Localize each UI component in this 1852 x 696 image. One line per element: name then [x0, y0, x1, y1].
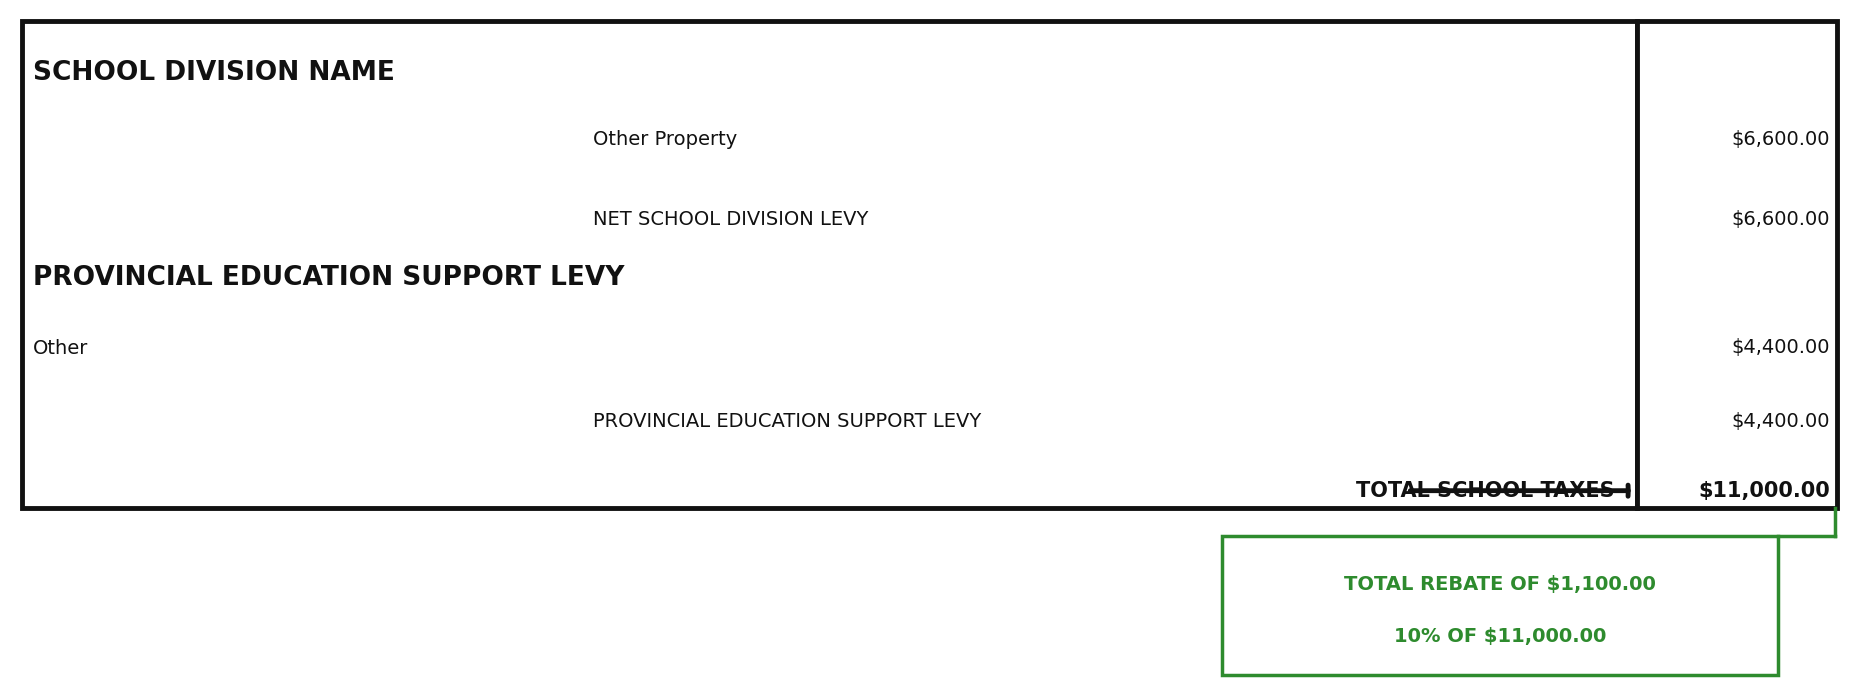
- Text: NET SCHOOL DIVISION LEVY: NET SCHOOL DIVISION LEVY: [593, 209, 869, 229]
- Text: PROVINCIAL EDUCATION SUPPORT LEVY: PROVINCIAL EDUCATION SUPPORT LEVY: [33, 265, 624, 292]
- Text: 10% OF $11,000.00: 10% OF $11,000.00: [1395, 626, 1606, 646]
- Text: Other: Other: [33, 338, 89, 358]
- Text: $4,400.00: $4,400.00: [1732, 411, 1830, 431]
- Text: PROVINCIAL EDUCATION SUPPORT LEVY: PROVINCIAL EDUCATION SUPPORT LEVY: [593, 411, 982, 431]
- Text: Other Property: Other Property: [593, 129, 737, 149]
- Text: TOTAL SCHOOL TAXES: TOTAL SCHOOL TAXES: [1356, 481, 1615, 500]
- Text: SCHOOL DIVISION NAME: SCHOOL DIVISION NAME: [33, 60, 394, 86]
- Text: $6,600.00: $6,600.00: [1732, 129, 1830, 149]
- Text: $11,000.00: $11,000.00: [1698, 481, 1830, 500]
- Bar: [1637, 21, 1837, 508]
- Text: $6,600.00: $6,600.00: [1732, 209, 1830, 229]
- Bar: [22, 21, 1637, 508]
- Text: $4,400.00: $4,400.00: [1732, 338, 1830, 358]
- Bar: [1222, 536, 1778, 675]
- Text: TOTAL REBATE OF $1,100.00: TOTAL REBATE OF $1,100.00: [1345, 575, 1656, 594]
